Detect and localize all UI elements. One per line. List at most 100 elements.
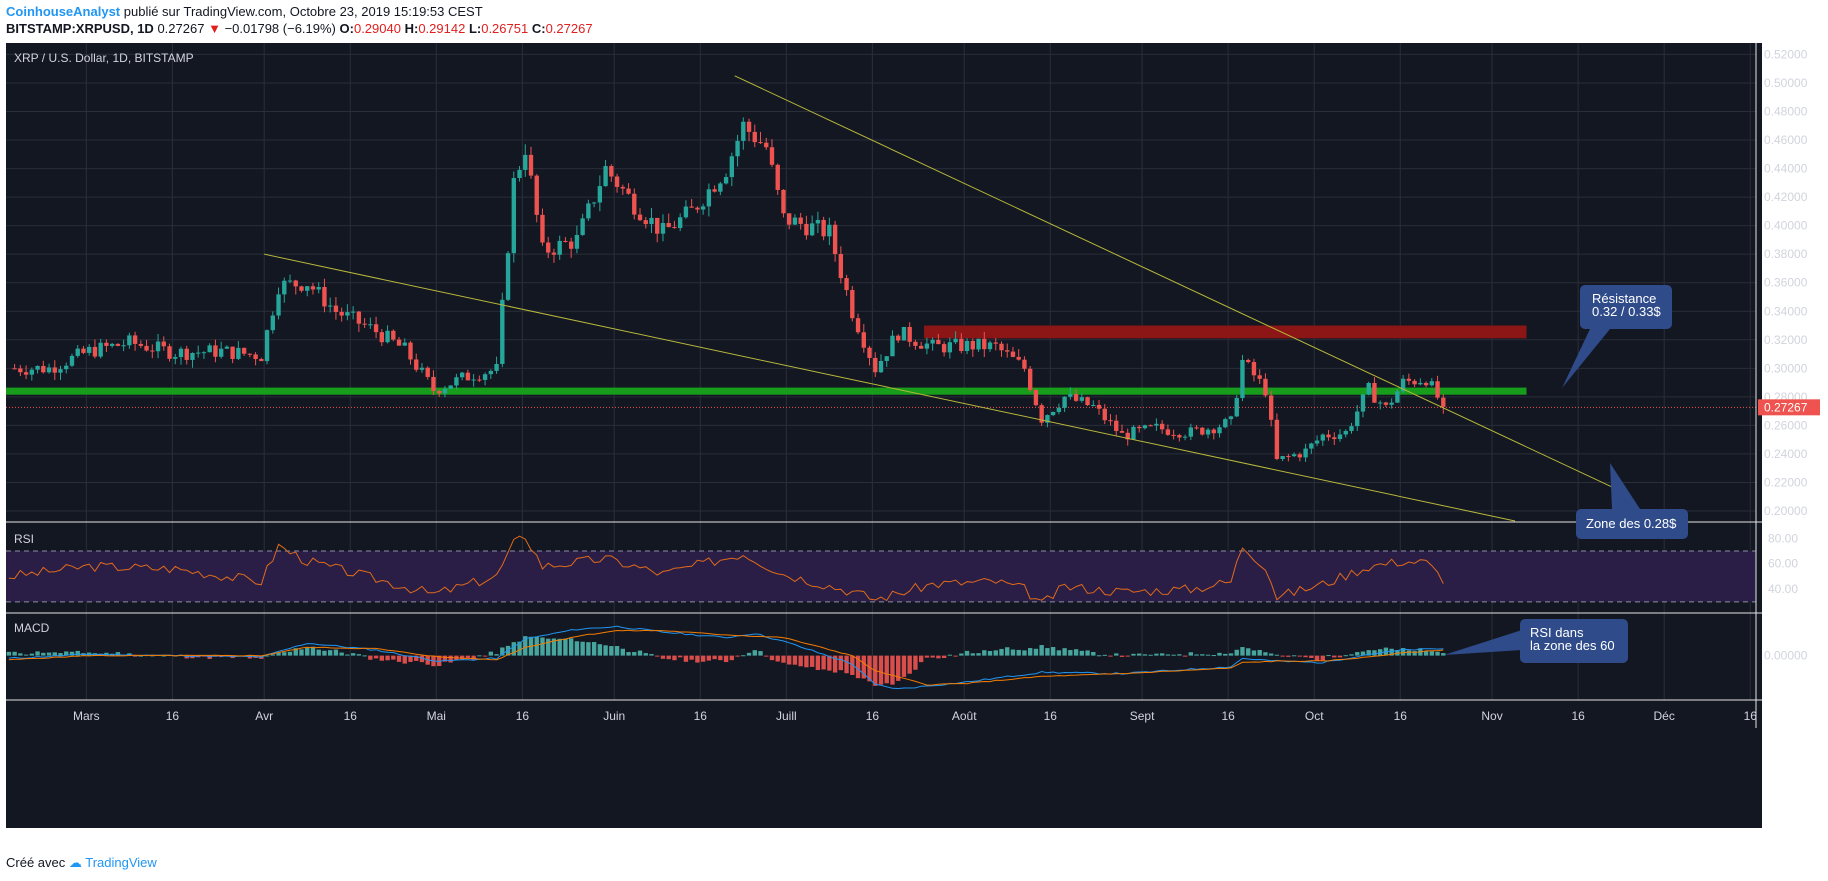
macd-histogram-bar bbox=[959, 653, 964, 656]
price-change: −0.01798 (−6.19%) bbox=[224, 21, 336, 36]
candle-body bbox=[362, 323, 367, 325]
candle-body bbox=[1073, 394, 1079, 401]
macd-histogram-bar bbox=[1389, 648, 1394, 656]
macd-histogram-bar bbox=[741, 655, 746, 657]
macd-histogram-bar bbox=[632, 652, 637, 656]
macd-histogram-bar bbox=[712, 655, 717, 660]
macd-histogram-bar bbox=[540, 637, 545, 656]
candle-body bbox=[431, 376, 436, 391]
macd-histogram-bar bbox=[706, 655, 712, 661]
candle-body bbox=[1223, 419, 1228, 428]
macd-histogram-bar bbox=[695, 655, 700, 663]
tradingview-link[interactable]: TradingView bbox=[85, 855, 157, 870]
macd-histogram-bar bbox=[58, 653, 63, 656]
candle-body bbox=[643, 220, 648, 225]
candle-body bbox=[1079, 397, 1084, 401]
macd-histogram-bar bbox=[884, 655, 889, 684]
candle-body bbox=[241, 347, 247, 354]
candle-body bbox=[580, 218, 585, 235]
footer: Créé avec ☁ TradingView bbox=[6, 855, 157, 871]
macd-histogram-bar bbox=[746, 652, 752, 656]
candle-body bbox=[155, 341, 161, 352]
candle-body bbox=[769, 147, 775, 165]
author-link[interactable]: CoinhouseAnalyst bbox=[6, 4, 121, 19]
macd-histogram-bar bbox=[1085, 650, 1090, 656]
macd-histogram-bar bbox=[523, 636, 528, 656]
chart-canvas[interactable]: Mars 16 Avr 16 Mai 16 Juin 16 Juill 16 Août 16 Sept 1… bbox=[0, 43, 1828, 848]
candle-body bbox=[1406, 378, 1412, 381]
macd-histogram-bar bbox=[683, 655, 689, 662]
candle-body bbox=[637, 214, 643, 221]
candle-body bbox=[982, 338, 987, 350]
macd-histogram-bar bbox=[201, 655, 207, 657]
macd-histogram-bar bbox=[597, 644, 603, 656]
macd-histogram-bar bbox=[557, 638, 562, 656]
candle-body bbox=[419, 367, 425, 370]
candle-body bbox=[551, 252, 557, 255]
candle-body bbox=[259, 359, 264, 362]
macd-histogram-bar bbox=[1016, 649, 1021, 656]
macd-histogram-bar bbox=[310, 646, 316, 656]
candle-body bbox=[1274, 419, 1280, 459]
candle-body bbox=[861, 332, 866, 348]
candle-body bbox=[695, 207, 700, 210]
macd-histogram-bar bbox=[1246, 648, 1251, 656]
macd-histogram-bar bbox=[758, 651, 763, 656]
candle-body bbox=[1159, 423, 1165, 430]
trendline bbox=[264, 253, 1516, 522]
candle-body bbox=[270, 315, 275, 331]
macd-histogram-bar bbox=[769, 655, 775, 661]
candle-body bbox=[775, 164, 780, 190]
candle-body bbox=[832, 224, 838, 255]
macd-histogram-bar bbox=[993, 650, 998, 656]
macd-histogram-bar bbox=[419, 655, 425, 663]
macd-histogram-bar bbox=[1211, 655, 1216, 657]
macd-histogram-bar bbox=[293, 648, 298, 656]
callout-pointer bbox=[1610, 463, 1640, 509]
candle-body bbox=[855, 318, 861, 333]
candle-body bbox=[437, 390, 442, 394]
candle-body bbox=[402, 342, 407, 346]
candle-body bbox=[1177, 435, 1182, 438]
macd-histogram-bar bbox=[764, 655, 769, 657]
candle-body bbox=[787, 213, 792, 225]
macd-histogram-bar bbox=[1343, 655, 1348, 657]
macd-histogram-bar bbox=[305, 647, 310, 656]
candle-body bbox=[161, 341, 166, 347]
macd-histogram-bar bbox=[907, 655, 912, 674]
macd-histogram-bar bbox=[1435, 651, 1440, 656]
macd-histogram-bar bbox=[1217, 652, 1222, 656]
candle-body bbox=[333, 305, 339, 312]
candle-body bbox=[1349, 426, 1354, 431]
macd-histogram-bar bbox=[649, 654, 654, 656]
macd-histogram-bar bbox=[385, 655, 390, 661]
candle-body bbox=[356, 311, 362, 324]
macd-histogram-bar bbox=[1360, 651, 1366, 656]
published-text: publié sur TradingView.com, Octobre 23, … bbox=[123, 4, 483, 19]
macd-histogram-bar bbox=[69, 651, 75, 656]
candle-body bbox=[1050, 411, 1056, 416]
macd-histogram-bar bbox=[75, 650, 80, 656]
y-tick-label: 0.20000 bbox=[1764, 504, 1808, 518]
x-tick-label: 16 bbox=[516, 709, 530, 723]
macd-histogram-bar bbox=[1251, 650, 1257, 656]
candle-body bbox=[201, 352, 207, 354]
candle-body bbox=[1188, 427, 1194, 437]
support-zone bbox=[6, 387, 1527, 395]
candle-body bbox=[299, 286, 304, 291]
macd-histogram-bar bbox=[678, 655, 683, 658]
macd-histogram-bar bbox=[488, 651, 494, 656]
macd-histogram-bar bbox=[804, 655, 809, 668]
macd-histogram-bar bbox=[953, 655, 958, 657]
candle-body bbox=[1154, 423, 1159, 426]
candle-body bbox=[1205, 429, 1211, 435]
y-tick-label: 0.38000 bbox=[1764, 247, 1808, 261]
macd-histogram-bar bbox=[356, 654, 362, 656]
macd-histogram-bar bbox=[1280, 655, 1285, 657]
candle-body bbox=[505, 253, 511, 300]
macd-histogram-bar bbox=[1372, 650, 1377, 656]
candle-body bbox=[741, 121, 746, 141]
x-tick-label: Juin bbox=[603, 709, 625, 723]
macd-histogram-bar bbox=[982, 650, 987, 656]
